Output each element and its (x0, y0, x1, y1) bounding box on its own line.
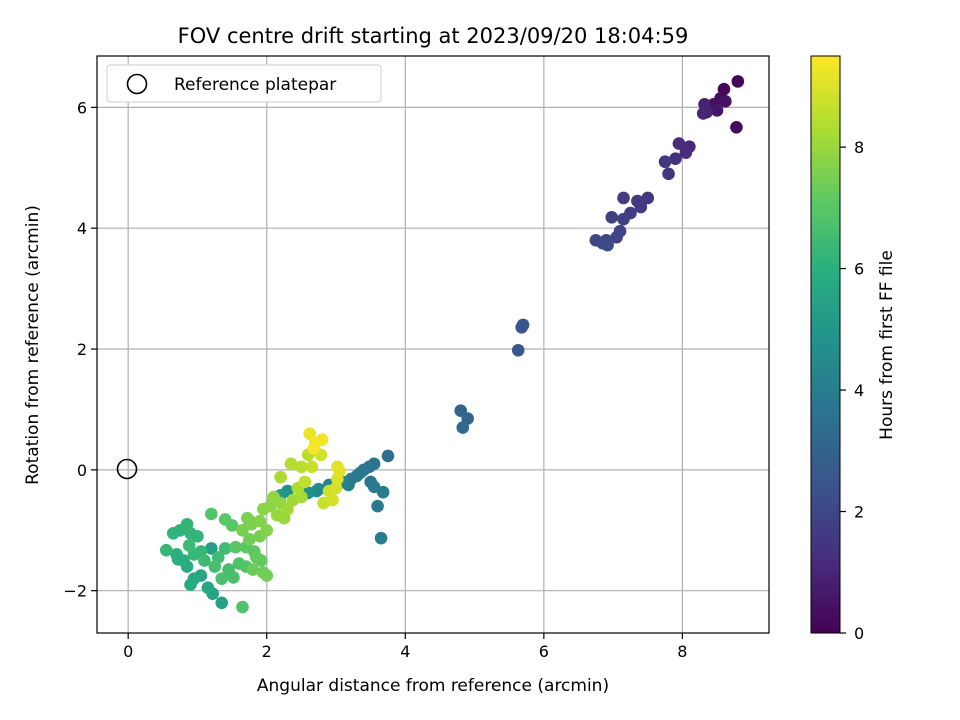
data-point (515, 320, 528, 334)
data-point (456, 421, 470, 434)
data-point (243, 533, 256, 546)
data-point (260, 523, 274, 537)
data-point (159, 543, 173, 557)
data-point (229, 540, 242, 554)
x-tick-label: 6 (539, 642, 549, 661)
data-point (511, 343, 525, 357)
colorbar-tick-label: 0 (854, 624, 864, 643)
data-point (634, 200, 648, 214)
data-point (662, 167, 675, 181)
data-point (381, 449, 395, 463)
data-point (298, 475, 312, 489)
data-point (731, 75, 745, 88)
legend-box (106, 64, 382, 103)
data-point (326, 493, 339, 507)
data-point (184, 578, 197, 591)
data-points (159, 75, 745, 614)
y-tick-label: 0 (77, 461, 87, 480)
data-point (198, 554, 211, 567)
data-point (331, 460, 344, 474)
data-point (205, 542, 218, 555)
colorbar-tick-label: 4 (854, 381, 864, 400)
colorbar: 0 2 4 6 8 Hours from first FF file (810, 55, 897, 643)
legend-marker (126, 73, 148, 95)
x-tick-label: 0 (123, 642, 133, 661)
data-point (201, 581, 215, 594)
data-point (260, 569, 274, 582)
legend-label: Reference platepar (174, 75, 336, 95)
plot-frame (96, 55, 770, 634)
data-point (170, 548, 183, 561)
data-point (672, 137, 686, 150)
y-axis-ticks: −2 0 2 4 6 (63, 98, 97, 601)
data-point (205, 507, 218, 521)
legend: Reference platepar (106, 64, 382, 103)
data-point (658, 155, 672, 169)
data-point (274, 470, 287, 484)
data-point (191, 530, 204, 543)
x-axis-label: Angular distance from reference (arcmin) (257, 676, 609, 696)
data-point (295, 460, 308, 474)
colorbar-tick-label: 2 (854, 503, 864, 522)
reference-platepar-marker (116, 458, 138, 480)
data-point (218, 542, 232, 555)
colorbar-label: Hours from first FF file (877, 250, 897, 440)
colorbar-tick-label: 8 (854, 138, 864, 157)
x-tick-label: 8 (677, 642, 687, 661)
data-point (641, 191, 655, 205)
data-point (669, 152, 682, 166)
data-point (371, 499, 384, 513)
data-point (281, 502, 294, 516)
data-point (376, 485, 390, 499)
data-point (605, 211, 619, 224)
colorbar-ticks: 0 2 4 6 8 (840, 138, 864, 643)
data-point (284, 457, 298, 471)
data-point (617, 191, 630, 205)
data-point (315, 433, 329, 446)
y-tick-label: 4 (77, 219, 87, 238)
data-point (236, 600, 249, 614)
y-axis-label: Rotation from reference (arcmin) (23, 205, 43, 485)
chart-title: FOV centre drift starting at 2023/09/20 … (178, 24, 689, 48)
data-point (225, 519, 239, 532)
data-point (617, 212, 630, 226)
data-point (307, 442, 321, 456)
data-point (227, 571, 240, 584)
data-point (374, 531, 388, 545)
colorbar-tick-label: 6 (854, 260, 864, 279)
data-point (305, 460, 319, 474)
y-tick-label: 6 (77, 98, 87, 117)
data-point (610, 230, 623, 244)
data-point (700, 105, 713, 119)
x-tick-label: 4 (400, 642, 410, 661)
data-point (710, 104, 724, 117)
data-point (182, 539, 196, 552)
data-point (719, 95, 732, 108)
data-point (679, 146, 693, 159)
data-point (303, 427, 316, 440)
data-point (246, 563, 260, 576)
x-tick-label: 2 (262, 642, 272, 661)
data-point (236, 523, 249, 537)
data-point (253, 514, 267, 528)
colorbar-gradient (810, 55, 841, 634)
data-point (215, 572, 229, 585)
x-axis-ticks: 0 2 4 6 8 (123, 633, 687, 661)
data-point (601, 238, 614, 252)
data-point (208, 560, 222, 573)
data-point (730, 120, 743, 134)
data-point (241, 511, 254, 525)
data-point (254, 554, 268, 567)
y-tick-label: −2 (63, 582, 87, 601)
data-point (215, 596, 229, 610)
y-tick-label: 2 (77, 340, 87, 359)
